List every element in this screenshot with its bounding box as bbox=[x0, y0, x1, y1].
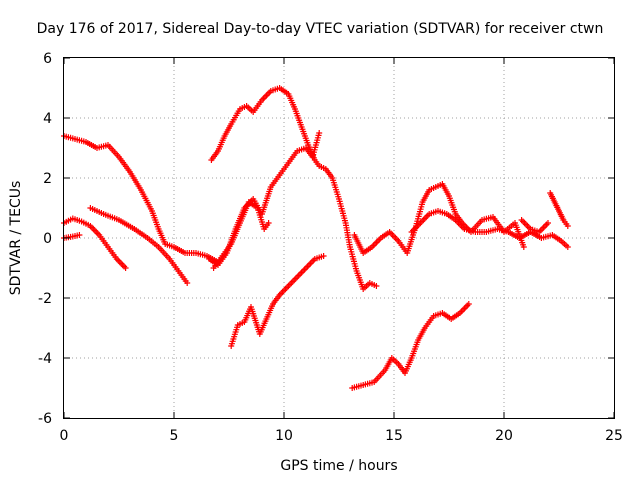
x-axis-label: GPS time / hours bbox=[280, 458, 397, 474]
data-point bbox=[465, 301, 472, 307]
axis-ticks: 0 5 10 15 20 25 -6 -4 -2 0 2 4 6 bbox=[38, 51, 623, 444]
chart-title: Day 176 of 2017, Sidereal Day-to-day VTE… bbox=[37, 21, 604, 37]
data-point bbox=[564, 223, 571, 229]
plot-frame bbox=[63, 57, 615, 419]
y-tick-label: 2 bbox=[43, 171, 52, 187]
x-tick-label: 0 bbox=[60, 428, 69, 444]
data-point bbox=[184, 280, 191, 286]
series-arc-12 bbox=[547, 190, 571, 229]
series-arc-4 bbox=[87, 205, 191, 286]
y-tick-label: -2 bbox=[38, 291, 52, 307]
data-point bbox=[316, 130, 323, 136]
x-tick-label: 10 bbox=[275, 428, 293, 444]
data-point bbox=[564, 244, 571, 250]
y-tick-label: 6 bbox=[43, 51, 52, 67]
x-tick-label: 5 bbox=[170, 428, 179, 444]
data-point bbox=[320, 253, 327, 259]
data-point bbox=[76, 232, 83, 238]
series-arc-7 bbox=[210, 199, 272, 271]
y-tick-label: 0 bbox=[43, 231, 52, 247]
y-axis-label: SDTVAR / TECUs bbox=[8, 181, 24, 296]
y-tick-label: -4 bbox=[38, 351, 52, 367]
data-point bbox=[545, 220, 551, 226]
series-arc-5 bbox=[208, 85, 380, 292]
data-point bbox=[122, 265, 129, 271]
series-arc-13 bbox=[518, 217, 551, 235]
y-tick-label: -6 bbox=[38, 411, 52, 427]
data-point bbox=[520, 244, 527, 250]
series-arc-10 bbox=[349, 301, 472, 391]
data-point bbox=[265, 220, 272, 226]
x-tick-label: 15 bbox=[385, 428, 403, 444]
y-tick-label: 4 bbox=[43, 111, 52, 127]
series-arc-8 bbox=[228, 253, 327, 349]
data-point bbox=[373, 283, 380, 289]
data-series bbox=[61, 85, 571, 391]
x-tick-label: 20 bbox=[495, 428, 513, 444]
x-tick-label: 25 bbox=[605, 428, 623, 444]
series-arc-11 bbox=[408, 208, 571, 250]
series-arc-3 bbox=[61, 215, 129, 271]
